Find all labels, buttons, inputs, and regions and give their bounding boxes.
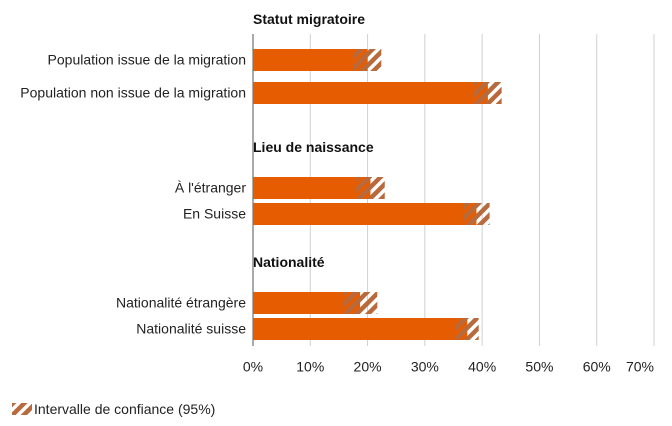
x-tick-label: 70%	[626, 359, 654, 375]
legend: Intervalle de confiance (95%)	[12, 401, 215, 417]
bar	[253, 177, 371, 199]
group-title: Statut migratoire	[253, 11, 366, 27]
bar	[253, 318, 468, 340]
category-label: En Suisse	[182, 205, 246, 222]
group-title: Lieu de naissance	[253, 139, 374, 155]
category-label: Population non issue de la migration	[20, 84, 246, 101]
bar	[253, 49, 368, 71]
bar	[253, 203, 477, 225]
group-title: Nationalité	[253, 254, 325, 270]
category-label: Nationalité étrangère	[116, 294, 246, 311]
category-label: Population issue de la migration	[47, 51, 246, 68]
x-tick-label: 60%	[583, 359, 611, 375]
bar	[253, 82, 488, 104]
x-tick-label: 20%	[354, 359, 382, 375]
error-band	[455, 318, 479, 340]
x-tick-label: 50%	[525, 359, 553, 375]
category-label: Nationalité suisse	[136, 320, 246, 337]
legend-label: Intervalle de confiance (95%)	[34, 401, 216, 417]
x-tick-label: 40%	[468, 359, 496, 375]
x-tick-label: 10%	[296, 359, 324, 375]
error-band	[474, 82, 502, 104]
legend-swatch	[12, 403, 32, 415]
error-band	[353, 49, 382, 71]
error-band	[342, 292, 378, 314]
category-label: À l'étranger	[174, 179, 246, 196]
error-band	[356, 177, 385, 199]
bar	[253, 292, 361, 314]
x-tick-label: 30%	[411, 359, 439, 375]
error-band	[463, 203, 490, 225]
x-tick-label: 0%	[243, 359, 263, 375]
